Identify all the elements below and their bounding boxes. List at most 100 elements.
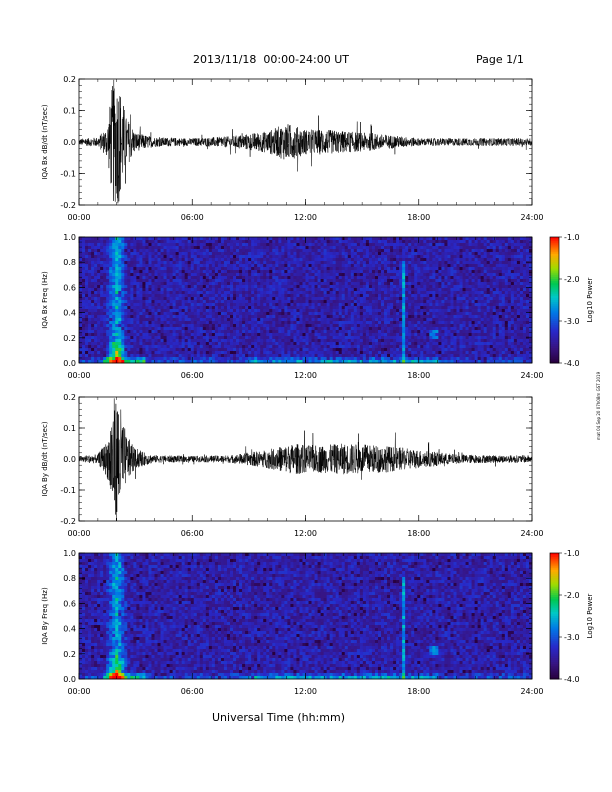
spectrogram-cell	[254, 267, 258, 271]
spectrogram-cell	[387, 336, 391, 340]
spectrogram-cell	[79, 339, 83, 343]
spectrogram-cell	[236, 255, 240, 259]
spectrogram-cell	[91, 252, 95, 256]
spectrogram-cell	[184, 297, 189, 301]
spectrogram-cell	[251, 267, 255, 271]
spectrogram-cell	[124, 285, 128, 289]
spectrogram-cell	[332, 333, 337, 337]
spectrogram-cell	[127, 294, 131, 298]
spectrogram-cell	[374, 357, 379, 361]
spectrogram-cell	[296, 342, 300, 346]
spectrogram-cell	[408, 273, 412, 277]
spectrogram-cell	[94, 336, 98, 340]
spectrogram-cell	[214, 276, 219, 280]
spectrogram-cell	[85, 312, 89, 316]
spectrogram-cell	[245, 345, 249, 349]
spectrogram-cell	[377, 360, 382, 364]
spectrogram-cell	[79, 237, 83, 241]
spectrogram-cell	[281, 297, 285, 301]
spectrogram-cell	[332, 285, 337, 289]
spectrogram-cell	[124, 240, 128, 244]
spectrogram-cell	[257, 291, 261, 295]
spectrogram-cell	[211, 330, 216, 334]
spectrogram-cell	[254, 252, 258, 256]
spectrogram-cell	[284, 351, 288, 355]
spectrogram-cell	[115, 333, 119, 337]
spectrogram-cell	[399, 312, 403, 316]
spectrogram-cell	[365, 273, 370, 277]
spectrogram-cell	[115, 357, 119, 361]
spectrogram-cell	[338, 339, 343, 343]
spectrogram-cell	[127, 318, 131, 322]
spectrogram-cell	[175, 273, 180, 277]
spectrogram-cell	[79, 309, 83, 313]
spectrogram-cell	[281, 327, 285, 331]
spectrogram-cell	[338, 267, 343, 271]
spectrogram-cell	[362, 288, 367, 292]
spectrogram-cell	[94, 246, 98, 250]
spectrogram-cell	[166, 312, 170, 316]
spectrogram-cell	[245, 267, 249, 271]
y-axis-label: IQA Bx dB/dt (nT/sec)	[41, 104, 49, 179]
spectrogram-cell	[365, 303, 370, 307]
spectrogram-cell	[417, 273, 421, 277]
spectrogram-cell	[305, 300, 309, 304]
spectrogram-cell	[263, 327, 267, 331]
spectrogram-cell	[208, 342, 213, 346]
spectrogram-cell	[287, 321, 291, 325]
spectrogram-cell	[121, 348, 125, 352]
spectrogram-cell	[393, 312, 397, 316]
spectrogram-cell	[88, 336, 92, 340]
spectrogram-cell	[233, 291, 237, 295]
spectrogram-cell	[217, 303, 222, 307]
spectrogram-cell	[353, 339, 358, 343]
spectrogram-cell	[226, 339, 231, 343]
spectrogram-cell	[85, 294, 89, 298]
spectrogram-cell	[85, 345, 89, 349]
spectrogram-cell	[405, 321, 409, 325]
spectrogram-cell	[381, 327, 385, 331]
spectrogram-cell	[275, 330, 279, 334]
spectrogram-cell	[320, 318, 325, 322]
spectrogram-cell	[308, 360, 312, 364]
spectrogram-cell	[299, 300, 303, 304]
spectrogram-cell	[308, 252, 312, 256]
spectrogram-cell	[408, 267, 412, 271]
spectrogram-cell	[157, 342, 161, 346]
spectrogram-cell	[414, 282, 418, 286]
spectrogram-cell	[293, 348, 297, 352]
spectrogram-cell	[163, 309, 167, 313]
spectrogram-cell	[239, 291, 243, 295]
spectrogram-cell	[323, 360, 328, 364]
spectrogram-cell	[193, 300, 198, 304]
spectrogram-cell	[145, 315, 149, 319]
spectrogram-cell	[178, 255, 183, 259]
spectrogram-cell	[326, 258, 331, 262]
spectrogram-cell	[124, 273, 128, 277]
spectrogram-cell	[365, 342, 370, 346]
spectrogram-cell	[402, 357, 406, 361]
spectrogram-cell	[217, 348, 222, 352]
spectrogram-cell	[106, 267, 110, 271]
spectrogram-cell	[281, 300, 285, 304]
spectrogram-cell	[91, 282, 95, 286]
spectrogram-cell	[115, 255, 119, 259]
spectrogram-cell	[257, 348, 261, 352]
spectrogram-cell	[133, 342, 137, 346]
spectrogram-cell	[377, 339, 382, 343]
spectrogram-cell	[112, 246, 116, 250]
spectrogram-cell	[374, 327, 379, 331]
spectrogram-cell	[387, 246, 391, 250]
spectrogram-cell	[187, 357, 192, 361]
spectrogram-cell	[329, 327, 334, 331]
spectrogram-cell	[121, 282, 125, 286]
spectrogram-cell	[223, 315, 228, 319]
spectrogram-cell	[214, 261, 219, 265]
spectrogram-cell	[151, 255, 155, 259]
spectrogram-cell	[350, 333, 355, 337]
spectrogram-cell	[405, 342, 409, 346]
spectrogram-cell	[230, 312, 234, 316]
spectrogram-cell	[266, 339, 270, 343]
spectrogram-cell	[187, 285, 192, 289]
spectrogram-cell	[302, 354, 306, 358]
